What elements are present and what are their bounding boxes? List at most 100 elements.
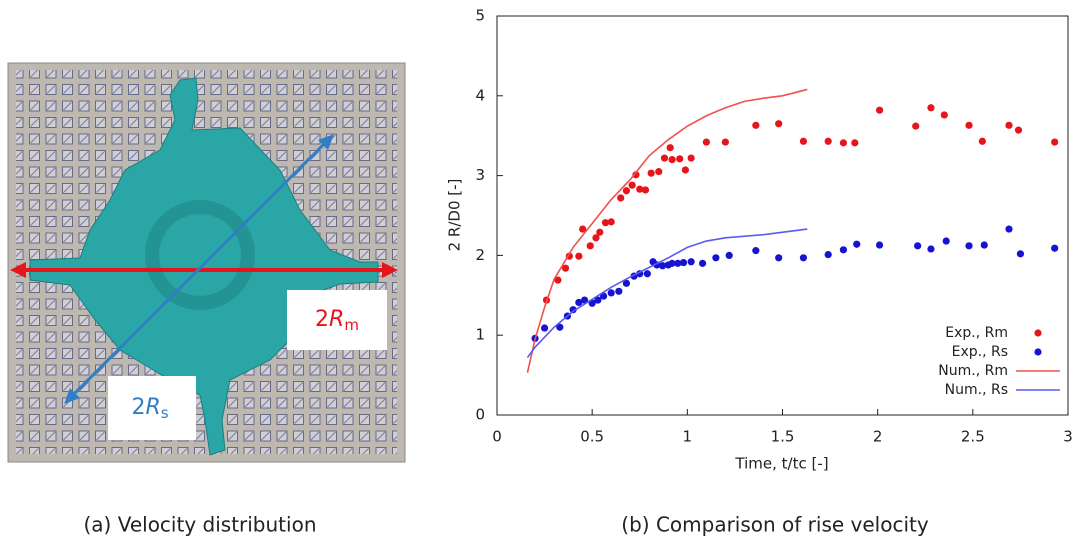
data-point [575,252,583,260]
y-tick-label: 5 [475,7,485,25]
x-tick-label: 1 [683,428,693,446]
data-point [554,276,562,284]
data-point [698,259,707,267]
data-point [636,185,644,193]
data-point [927,245,935,253]
data-point [824,251,832,259]
data-point [676,155,684,163]
data-point [668,156,676,164]
simulation-image: 2Rm 2Rs [7,62,406,463]
data-point [853,240,861,248]
y-tick-label: 3 [475,166,485,184]
data-point [586,242,594,250]
data-point [980,241,988,249]
data-point [628,181,636,189]
data-point [799,137,808,145]
data-point [725,251,733,259]
bubble [29,77,379,456]
data-point [622,187,631,195]
data-point [569,306,577,314]
x-tick-label: 2.5 [961,428,985,446]
data-point [660,154,669,162]
data-point [775,254,783,262]
data-point [775,120,783,128]
x-tick-label: 2 [873,428,883,446]
label-rm: 2Rm [315,307,359,334]
legend-marker [1034,348,1042,356]
legend-label: Num., Rs [945,382,1008,398]
data-point [666,144,674,152]
data-point [617,194,625,202]
data-point [643,270,651,278]
data-point [799,254,808,262]
legend-label: Exp., Rm [945,325,1008,341]
data-point [668,259,676,267]
legend-label: Exp., Rs [952,344,1008,360]
data-point [712,254,720,262]
data-point [607,218,615,226]
data-point [575,298,583,307]
data-point [596,228,604,236]
data-point [647,169,655,177]
data-point [965,121,973,129]
data-point [622,279,631,287]
caption-a: (a) Velocity distribution [83,513,316,537]
data-point [580,296,589,304]
data-point [965,242,973,250]
data-line [526,228,808,359]
data-point [978,137,986,145]
data-point [752,247,760,255]
data-point [579,225,587,233]
data-point [927,104,935,112]
data-point [540,324,549,332]
x-axis-label: Time, t/tc [-] [734,455,828,473]
data-point [875,241,884,249]
data-point [940,111,948,119]
data-point [824,137,832,145]
data-point [752,121,760,129]
data-point [942,237,950,245]
data-point [851,139,859,147]
data-point [679,258,688,267]
data-point [658,262,667,270]
y-axis-label: 2 R/D0 [-] [446,179,464,252]
data-point [839,139,848,147]
x-tick-label: 0 [492,428,502,446]
y-tick-label: 4 [475,86,485,104]
data-point [1014,126,1023,134]
data-point [839,246,848,254]
x-tick-label: 0.5 [580,428,604,446]
data-point [1051,138,1059,146]
data-point [599,292,608,300]
data-point [687,258,695,266]
data-point [556,323,564,331]
data-point [592,234,600,242]
data-point [601,219,610,227]
data-point [681,166,690,174]
label-rs: 2Rs [131,395,168,422]
data-line [526,88,808,373]
y-tick-label: 1 [475,326,485,344]
data-point [588,299,596,307]
data-point [561,264,570,272]
data-point [1005,121,1013,129]
data-point [594,296,602,304]
legend-marker [1034,329,1042,337]
data-point [721,138,730,146]
y-tick-label: 0 [475,406,485,424]
data-point [1016,250,1025,258]
data-point [632,171,640,179]
data-point [655,168,663,176]
data-point [1051,244,1059,252]
data-point [641,186,650,194]
data-point [615,287,623,295]
caption-b: (b) Comparison of rise velocity [621,513,929,537]
data-point [674,259,682,267]
x-tick-label: 3 [1063,428,1073,446]
data-point [687,154,695,162]
x-tick-label: 1.5 [771,428,795,446]
legend-label: Num., Rm [938,363,1008,379]
y-tick-label: 2 [475,246,485,264]
data-point [875,106,884,114]
